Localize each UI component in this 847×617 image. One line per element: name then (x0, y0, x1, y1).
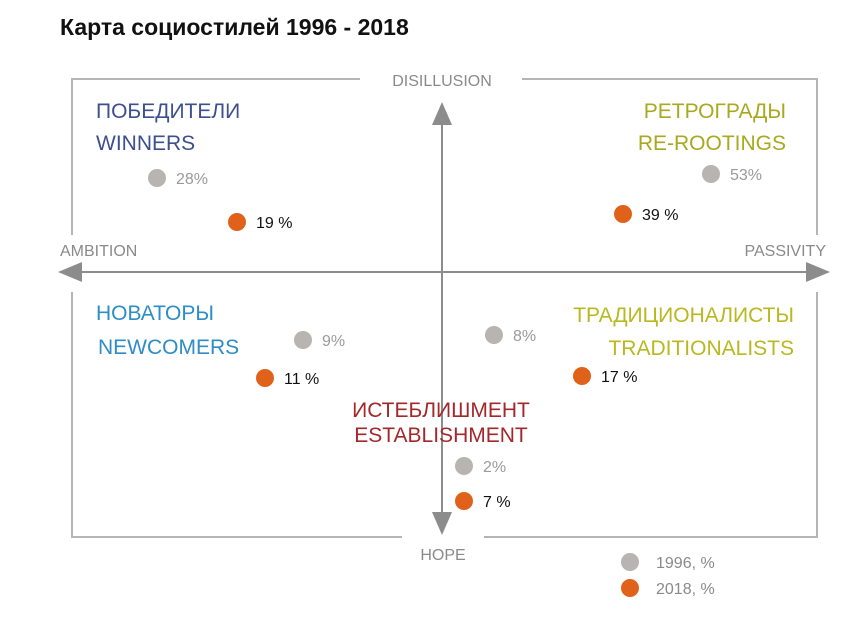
establishment-name-en: ESTABLISHMENT (354, 424, 528, 447)
rerootings-pct-1996: 53% (730, 167, 762, 184)
rerootings-pct-2018: 39 % (642, 207, 678, 224)
group-traditionalists: ТРАДИЦИОНАЛИСТЫ TRADITIONALISTS 8% 17 % (485, 304, 794, 386)
frame-top-left (71, 78, 360, 235)
axes (58, 102, 830, 535)
rerootings-dot-1996 (702, 165, 720, 183)
rerootings-name-ru: РЕТРОГРАДЫ (644, 100, 786, 123)
newcomers-name-en: NEWCOMERS (98, 336, 239, 359)
group-establishment: ИСТЕБЛИШМЕНТ ESTABLISHMENT 2% 7 % (352, 399, 530, 511)
arrow-up-icon (432, 102, 452, 125)
frame-bottom-left (71, 292, 402, 538)
axis-label-right: PASSIVITY (744, 243, 826, 260)
group-rerootings: РЕТРОГРАДЫ RE-ROOTINGS 53% 39 % (614, 100, 786, 224)
traditionalists-name-ru: ТРАДИЦИОНАЛИСТЫ (573, 304, 794, 327)
legend-dot-1996 (621, 553, 639, 571)
winners-dot-1996 (148, 169, 166, 187)
legend-label-2018: 2018, % (656, 581, 715, 598)
establishment-name-ru: ИСТЕБЛИШМЕНТ (352, 399, 530, 422)
newcomers-dot-1996 (294, 331, 312, 349)
legend-dot-2018 (621, 579, 639, 597)
establishment-pct-2018: 7 % (483, 494, 511, 511)
arrow-right-icon (806, 262, 830, 282)
newcomers-pct-1996: 9% (322, 333, 345, 350)
rerootings-name-en: RE-ROOTINGS (638, 132, 786, 155)
establishment-dot-2018 (455, 492, 473, 510)
frame-bottom-right (484, 292, 818, 538)
establishment-dot-1996 (455, 457, 473, 475)
newcomers-dot-2018 (256, 369, 274, 387)
axis-label-bottom: HOPE (420, 547, 465, 564)
arrow-down-icon (432, 512, 452, 535)
legend-label-1996: 1996, % (656, 555, 715, 572)
axis-label-left: AMBITION (60, 243, 137, 260)
legend: 1996, % 2018, % (621, 553, 715, 598)
traditionalists-pct-1996: 8% (513, 328, 536, 345)
axis-label-top: DISILLUSION (392, 73, 492, 90)
frame-top-right (522, 78, 818, 235)
newcomers-name-ru: НОВАТОРЫ (96, 302, 214, 325)
winners-pct-2018: 19 % (256, 215, 292, 232)
winners-name-en: WINNERS (96, 132, 195, 155)
arrow-left-icon (58, 262, 82, 282)
traditionalists-name-en: TRADITIONALISTS (608, 337, 794, 360)
group-newcomers: НОВАТОРЫ NEWCOMERS 9% 11 % (96, 302, 345, 388)
winners-dot-2018 (228, 213, 246, 231)
group-winners: ПОБЕДИТЕЛИ WINNERS 28% 19 % (96, 100, 292, 232)
newcomers-pct-2018: 11 % (284, 371, 319, 388)
establishment-pct-1996: 2% (483, 459, 506, 476)
rerootings-dot-2018 (614, 205, 632, 223)
page-title: Карта социостилей 1996 - 2018 (60, 14, 409, 40)
winners-pct-1996: 28% (176, 171, 208, 188)
map-frame (71, 78, 818, 538)
traditionalists-dot-2018 (573, 367, 591, 385)
traditionalists-pct-2018: 17 % (601, 369, 637, 386)
winners-name-ru: ПОБЕДИТЕЛИ (96, 100, 240, 123)
traditionalists-dot-1996 (485, 326, 503, 344)
